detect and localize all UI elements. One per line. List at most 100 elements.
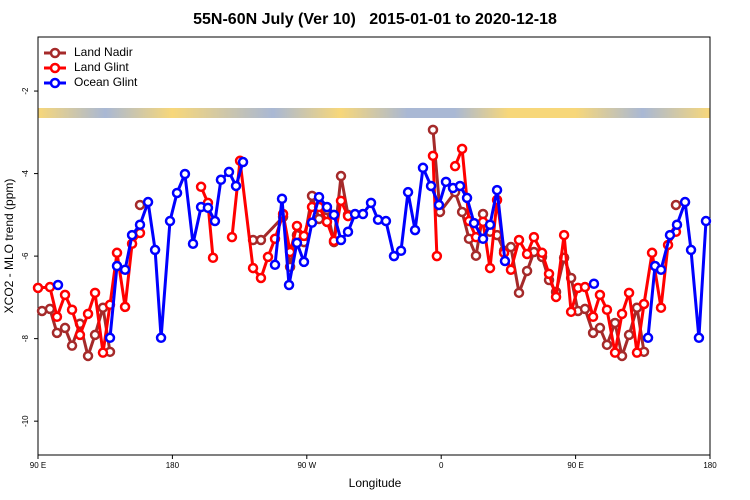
data-point (164, 215, 176, 227)
data-point (449, 160, 461, 172)
map-strip (38, 108, 710, 118)
data-point (119, 264, 131, 275)
x-tick-label: 90 E (567, 461, 583, 470)
data-point (579, 281, 591, 293)
data-point (187, 238, 199, 249)
legend-marker (49, 77, 61, 89)
y-tick-label: -6 (21, 252, 30, 260)
data-point (456, 206, 468, 218)
legend-label: Land Glint (74, 60, 129, 74)
data-point (32, 282, 44, 294)
data-point (74, 329, 86, 341)
data-point (427, 124, 439, 136)
data-point (179, 168, 191, 180)
data-point (97, 347, 109, 358)
data-point (431, 250, 443, 262)
data-point (491, 184, 503, 196)
data-point (484, 219, 496, 230)
data-point (587, 327, 599, 339)
data-point (427, 150, 439, 162)
data-point (700, 215, 712, 227)
data-point (226, 231, 238, 243)
y-tick-label: -10 (21, 415, 30, 427)
data-point (328, 209, 340, 221)
data-point (155, 332, 167, 344)
data-point (380, 215, 392, 227)
data-point (104, 332, 116, 344)
data-point (388, 250, 400, 262)
data-point (594, 322, 606, 334)
data-point (521, 265, 533, 277)
data-point (44, 281, 56, 293)
data-point (513, 287, 525, 299)
data-point (631, 347, 643, 358)
data-point (409, 224, 421, 236)
data-point (44, 303, 56, 315)
data-point (528, 231, 540, 243)
data-point (433, 199, 445, 211)
data-point (291, 237, 303, 249)
data-point (51, 327, 63, 339)
data-point (655, 302, 667, 313)
data-point (484, 262, 496, 274)
legend-label: Land Nadir (74, 45, 133, 59)
data-point (536, 247, 548, 259)
data-point (335, 234, 347, 246)
data-point (342, 226, 354, 238)
y-axis-label: XCO2 - MLO trend (ppm) (2, 179, 16, 314)
data-point (417, 162, 429, 174)
data-point (126, 229, 138, 241)
plot-frame (37, 36, 711, 456)
data-point (505, 241, 517, 253)
data-point (313, 191, 325, 203)
data-point (357, 208, 369, 220)
data-point (395, 245, 407, 256)
x-tick-label: 180 (166, 461, 180, 470)
data-point (609, 317, 621, 329)
data-point (499, 255, 511, 267)
data-point (558, 229, 570, 241)
y-tick-label: -2 (21, 87, 30, 95)
data-point (237, 156, 249, 168)
data-point (521, 248, 533, 260)
legend-label: Ocean Glint (74, 75, 138, 89)
x-tick-label: 180 (703, 461, 717, 470)
data-point (335, 195, 347, 207)
data-point (579, 303, 591, 315)
data-point (82, 350, 94, 362)
data-point (425, 180, 437, 192)
data-point (171, 187, 183, 199)
data-point (215, 174, 227, 186)
data-point (230, 180, 242, 192)
data-point (269, 259, 281, 271)
data-point (655, 264, 667, 275)
data-point (276, 193, 288, 205)
data-point (693, 332, 705, 344)
data-point (195, 181, 207, 193)
legend-marker (49, 62, 61, 74)
data-point (679, 196, 691, 208)
x-tick-label: 90 W (297, 461, 316, 470)
data-point (550, 291, 562, 303)
data-point (477, 233, 489, 245)
data-point (291, 220, 303, 232)
data-point (111, 247, 123, 259)
data-point (365, 197, 377, 209)
data-point (565, 306, 577, 318)
data-point (262, 251, 274, 263)
data-point (202, 202, 214, 214)
data-point (623, 287, 635, 299)
y-tick-label: -4 (21, 169, 30, 177)
data-point (149, 244, 161, 256)
data-point (543, 268, 555, 280)
data-point (513, 234, 525, 246)
data-point (207, 252, 219, 264)
data-point (255, 234, 267, 246)
data-point (321, 201, 333, 213)
data-point (646, 247, 658, 259)
data-point (468, 217, 480, 229)
data-point (142, 196, 154, 208)
data-point (82, 308, 94, 320)
data-point (111, 260, 123, 272)
